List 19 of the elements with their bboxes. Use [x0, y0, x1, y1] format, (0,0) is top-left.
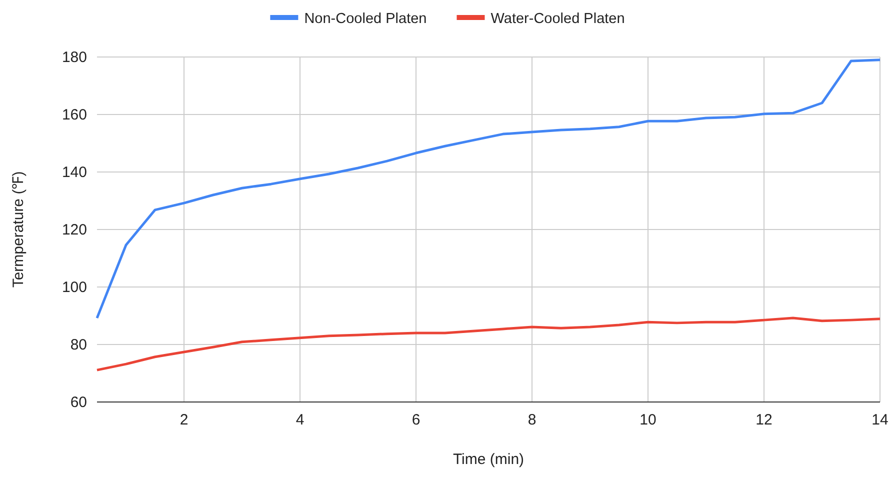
y-tick-label: 180 — [62, 48, 87, 66]
y-tick-label: 120 — [62, 221, 87, 238]
x-tick-label: 2 — [180, 412, 188, 429]
y-tick-label: 140 — [62, 164, 87, 181]
x-tick-label: 14 — [872, 412, 888, 429]
x-tick-label: 12 — [756, 412, 772, 429]
y-axis-title: Termperature (℉) — [10, 171, 27, 288]
y-tick-label: 160 — [62, 106, 87, 124]
line-series — [96, 316, 882, 372]
x-tick-label: 10 — [640, 412, 656, 429]
x-axis-title: Time (min) — [452, 451, 524, 468]
x-tick-label: 4 — [296, 412, 304, 429]
legend-label: Water-Cooled Platen — [490, 11, 625, 27]
y-tick-label: 60 — [70, 394, 87, 411]
x-tick-label: 6 — [412, 412, 420, 429]
legend-label: Non-Cooled Platen — [304, 11, 427, 27]
x-tick-label: 8 — [528, 412, 536, 429]
y-tick-label: 100 — [62, 278, 87, 296]
y-tick-label: 80 — [70, 336, 87, 354]
